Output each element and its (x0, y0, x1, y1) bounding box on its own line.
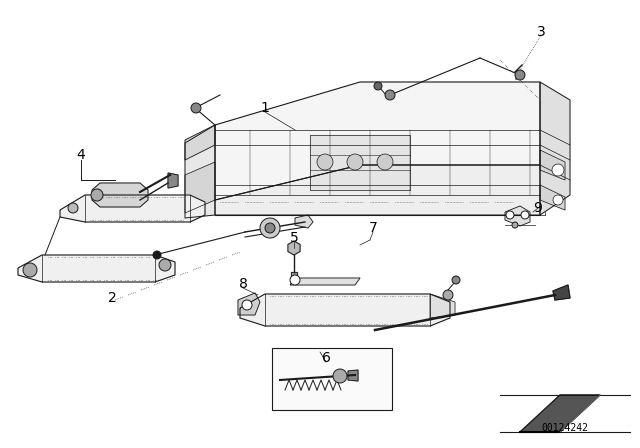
Circle shape (347, 154, 363, 170)
Circle shape (191, 103, 201, 113)
Circle shape (242, 300, 252, 310)
Circle shape (515, 70, 525, 80)
Polygon shape (185, 162, 215, 213)
Text: 7: 7 (369, 221, 378, 235)
Polygon shape (540, 82, 570, 215)
Polygon shape (553, 285, 570, 300)
Polygon shape (348, 370, 358, 381)
Text: 1: 1 (260, 101, 269, 115)
Circle shape (333, 369, 347, 383)
Text: 4: 4 (77, 148, 85, 162)
Polygon shape (290, 278, 360, 285)
Circle shape (153, 251, 161, 259)
Polygon shape (430, 294, 455, 318)
Polygon shape (310, 135, 410, 190)
Polygon shape (505, 206, 530, 226)
Circle shape (91, 189, 103, 201)
Circle shape (385, 90, 395, 100)
Circle shape (265, 223, 275, 233)
Circle shape (552, 164, 564, 176)
Polygon shape (60, 195, 205, 222)
Circle shape (512, 222, 518, 228)
Circle shape (452, 276, 460, 284)
Circle shape (553, 195, 563, 205)
Polygon shape (18, 255, 175, 282)
Circle shape (260, 218, 280, 238)
Polygon shape (185, 125, 215, 218)
Text: 2: 2 (108, 291, 116, 305)
Circle shape (290, 275, 300, 285)
Polygon shape (92, 183, 148, 207)
Polygon shape (291, 272, 297, 278)
Polygon shape (540, 185, 565, 210)
Polygon shape (185, 125, 215, 160)
Polygon shape (295, 215, 313, 228)
Circle shape (159, 259, 171, 271)
Text: 00124242: 00124242 (541, 423, 589, 433)
Text: 8: 8 (239, 277, 248, 291)
Polygon shape (288, 241, 300, 255)
Text: 6: 6 (321, 351, 330, 365)
Text: 3: 3 (536, 25, 545, 39)
Circle shape (317, 154, 333, 170)
Polygon shape (215, 82, 540, 200)
Polygon shape (215, 165, 540, 215)
Text: 5: 5 (290, 231, 298, 245)
Circle shape (23, 263, 37, 277)
Polygon shape (238, 293, 260, 315)
Circle shape (521, 211, 529, 219)
Circle shape (506, 211, 514, 219)
Polygon shape (240, 294, 450, 326)
Circle shape (374, 82, 382, 90)
Circle shape (377, 154, 393, 170)
Text: 9: 9 (534, 201, 543, 215)
Polygon shape (520, 395, 600, 432)
Polygon shape (168, 173, 178, 188)
Circle shape (68, 203, 78, 213)
Circle shape (443, 290, 453, 300)
Bar (272, 348, 392, 410)
Polygon shape (540, 150, 565, 180)
